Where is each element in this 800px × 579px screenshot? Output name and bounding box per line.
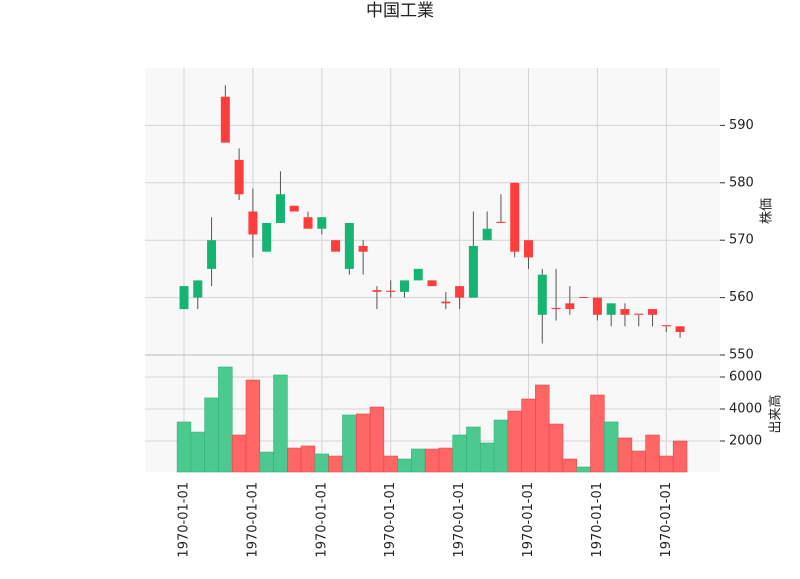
candle-body [220,96,230,143]
volume-bar [576,466,591,473]
candle-body [289,205,299,212]
x-tick-label: 1970-01-01 [590,482,605,558]
volume-bar [245,379,261,473]
chart-title: 中国工業 [366,1,434,21]
volume-bar [659,455,674,473]
y-tick-label: 570 [729,233,754,248]
x-tick-label: 1970-01-01 [452,482,467,558]
volume-bar [521,398,536,473]
candle-body [275,194,285,223]
candle-body [606,303,616,315]
volume-bar [259,451,274,473]
candle-body [303,217,313,229]
x-tick-label: 1970-01-01 [177,482,192,558]
candle-body [441,301,451,304]
candle-body [510,182,520,252]
y-tick-label: 560 [729,290,754,305]
volume-bar [466,426,481,473]
volume-bar [314,453,329,473]
volume-bar [631,450,646,473]
candle-body [579,297,589,299]
volume-bar [204,397,219,473]
volume-bar [590,394,605,473]
candle-body [193,280,203,298]
volume-bar [176,421,192,473]
y-tick-label: 580 [729,175,754,190]
candle-body [482,228,492,241]
volume-bar [342,414,357,473]
candle-body [455,286,465,298]
volume-bar [493,419,509,473]
y-axis-label: 株価 [760,198,775,224]
volume-bar [231,434,247,473]
x-tick-label: 1970-01-01 [383,482,398,558]
candle-body [358,245,368,252]
candle-body [372,290,382,292]
candle-body [413,268,423,281]
x-tick-label: 1970-01-01 [314,482,329,558]
volume-bar [479,442,495,473]
volume-bar [452,434,467,473]
candle-body [468,245,478,298]
volume-bar [397,458,412,473]
candle-body [344,222,354,269]
volume-bar [617,437,633,473]
volume-bar [300,445,316,473]
candle-body [634,313,644,315]
y-axis-label: 出来高 [768,394,784,433]
volume-bar [369,406,385,473]
volume-bar [273,374,288,473]
volume-bar [355,413,371,473]
candle-body [179,286,189,310]
x-tick-label: 1970-01-01 [521,482,536,558]
volume-bar [190,431,205,473]
volume-bar [507,410,522,473]
x-tick-label: 1970-01-01 [245,482,260,558]
volume-bar [383,455,398,473]
volume-bar [287,447,302,473]
x-tick-label: 1970-01-01 [659,482,674,558]
volume-bar [438,447,454,473]
candle-body [207,240,217,269]
candle-body [248,211,258,235]
candle-body [648,309,658,315]
candle-body [661,325,671,327]
candle-body [496,221,506,223]
candle-body [537,274,547,315]
volume-bar [672,440,688,473]
plot-background [145,68,720,472]
candle-body [620,309,630,315]
candle-body [427,280,437,287]
candle-body [331,240,341,252]
volume-bar [411,448,426,473]
y-tick-label: 6000 [729,370,762,385]
volume-bar [218,366,233,473]
volume-bar [548,423,564,473]
candle-body [386,290,396,292]
y-tick-label: 4000 [729,402,762,417]
candle-body [675,326,685,333]
candle-body [317,217,327,229]
volume-bar [328,455,343,473]
candle-body [565,303,575,310]
volume-bar [562,458,578,473]
volume-bar [603,421,619,473]
candle-body [399,280,409,292]
candle-body [592,297,602,315]
candle-body [551,307,561,310]
volume-bar [645,434,660,473]
candle-body [524,240,533,258]
y-tick-label: 550 [729,348,754,363]
y-tick-label: 2000 [729,434,762,449]
candle-body [262,222,272,252]
candle-body [234,159,244,195]
volume-bar [535,384,550,473]
y-tick-label: 590 [729,118,754,133]
volume-bar [424,448,440,473]
